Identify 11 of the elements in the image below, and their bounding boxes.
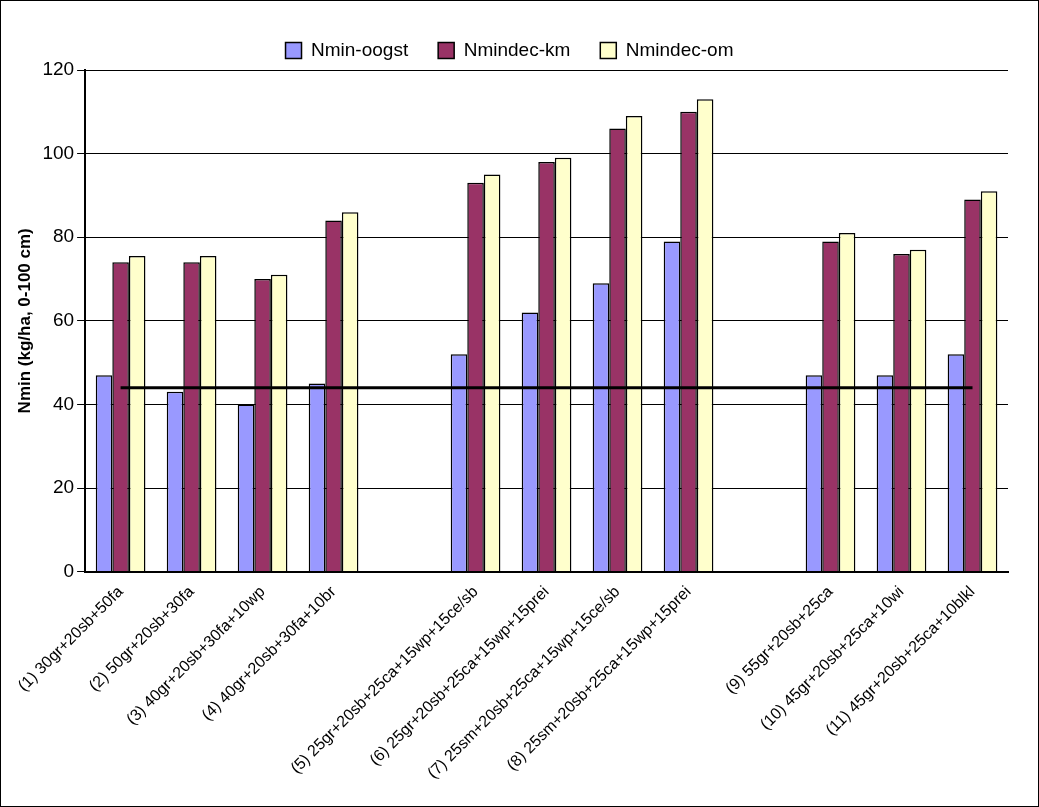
y-tick-label: 60: [52, 309, 75, 331]
legend-label: Nmindec-om: [625, 38, 734, 60]
legend-label: Nmindec-km: [463, 38, 571, 60]
y-tick-label: 120: [42, 58, 75, 80]
y-tick-label: 20: [52, 476, 75, 498]
y-tick-label: 100: [42, 141, 75, 163]
y-axis-title: Nmin (kg/ha, 0-100 cm): [14, 228, 34, 414]
y-tick-label: 40: [52, 392, 75, 414]
y-tick-label: 0: [63, 559, 75, 581]
legend-label: Nmin-oogst: [311, 38, 409, 60]
y-tick-label: 80: [52, 225, 75, 247]
